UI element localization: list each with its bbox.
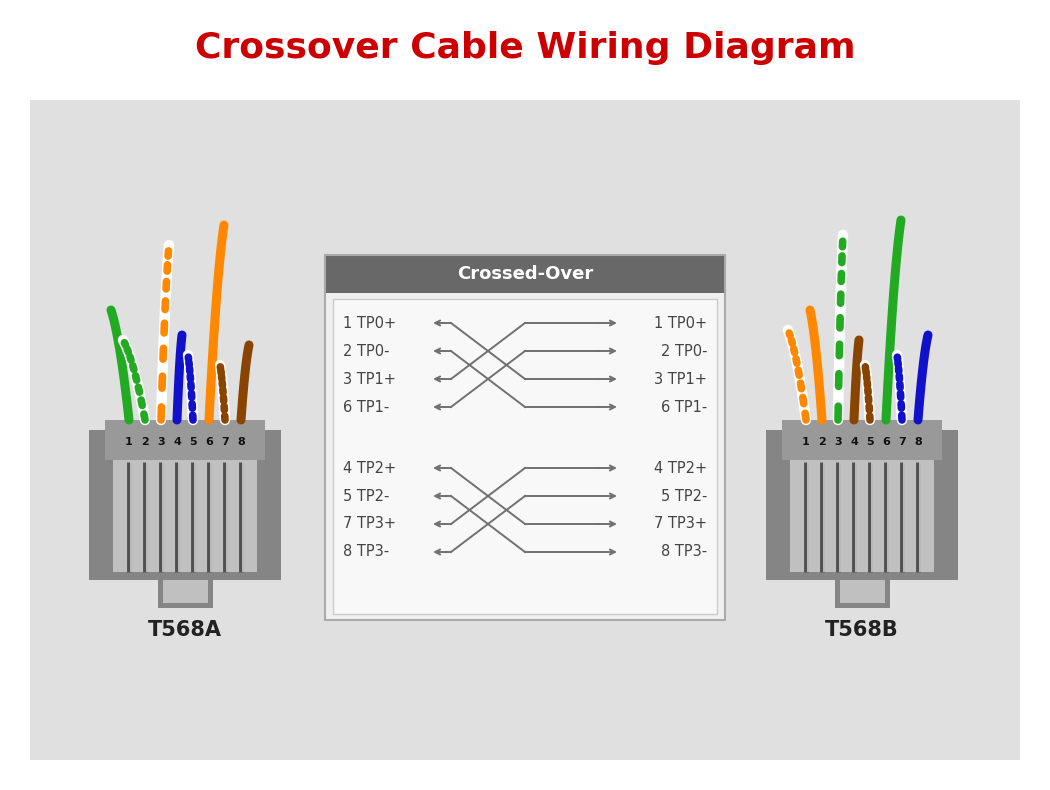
Bar: [326, 255, 724, 293]
Text: 6 TP1-: 6 TP1-: [343, 400, 390, 415]
Text: 1 TP0+: 1 TP0+: [343, 315, 396, 330]
Text: 2 TP0-: 2 TP0-: [343, 344, 390, 359]
Text: 3 TP1+: 3 TP1+: [343, 371, 396, 386]
Bar: [158, 580, 212, 608]
Bar: [105, 420, 265, 460]
Bar: [835, 580, 889, 608]
Text: 1 TP0+: 1 TP0+: [654, 315, 707, 330]
Bar: [326, 255, 724, 620]
Bar: [782, 420, 942, 580]
Text: 7: 7: [898, 437, 906, 447]
Text: 4 TP2+: 4 TP2+: [343, 461, 396, 476]
Text: 3: 3: [834, 437, 842, 447]
Bar: [840, 580, 884, 603]
Bar: [790, 458, 934, 572]
Text: 6: 6: [882, 437, 890, 447]
Bar: [265, 430, 281, 580]
Text: 5: 5: [866, 437, 874, 447]
Text: 8 TP3-: 8 TP3-: [343, 544, 390, 559]
Text: 6: 6: [205, 437, 213, 447]
Text: 8: 8: [237, 437, 245, 447]
Text: 4: 4: [850, 437, 858, 447]
Bar: [89, 430, 105, 580]
Text: 5: 5: [189, 437, 196, 447]
Bar: [942, 430, 958, 580]
Text: 8: 8: [915, 437, 922, 447]
Bar: [30, 100, 1020, 760]
Bar: [113, 458, 257, 572]
Text: 4: 4: [173, 437, 181, 447]
Text: 5 TP2-: 5 TP2-: [343, 488, 390, 503]
Bar: [782, 420, 942, 460]
Text: 1: 1: [125, 437, 133, 447]
Text: 2 TP0-: 2 TP0-: [660, 344, 707, 359]
Text: 2: 2: [141, 437, 149, 447]
Bar: [163, 580, 208, 603]
Text: Crossover Cable Wiring Diagram: Crossover Cable Wiring Diagram: [194, 31, 856, 65]
Text: 7 TP3+: 7 TP3+: [654, 517, 707, 532]
Text: 4 TP2+: 4 TP2+: [654, 461, 707, 476]
Bar: [326, 293, 724, 620]
Bar: [105, 420, 265, 580]
Text: 5 TP2-: 5 TP2-: [660, 488, 707, 503]
Text: T568B: T568B: [825, 620, 899, 640]
Text: Crossed-Over: Crossed-Over: [457, 265, 593, 283]
Text: 8 TP3-: 8 TP3-: [660, 544, 707, 559]
Text: T568A: T568A: [148, 620, 222, 640]
Bar: [333, 299, 717, 614]
Text: 6 TP1-: 6 TP1-: [660, 400, 707, 415]
Text: 2: 2: [818, 437, 826, 447]
Text: 3: 3: [158, 437, 165, 447]
Text: 1: 1: [802, 437, 810, 447]
Text: 7 TP3+: 7 TP3+: [343, 517, 396, 532]
Text: 3 TP1+: 3 TP1+: [654, 371, 707, 386]
Bar: [766, 430, 782, 580]
Text: 7: 7: [222, 437, 229, 447]
